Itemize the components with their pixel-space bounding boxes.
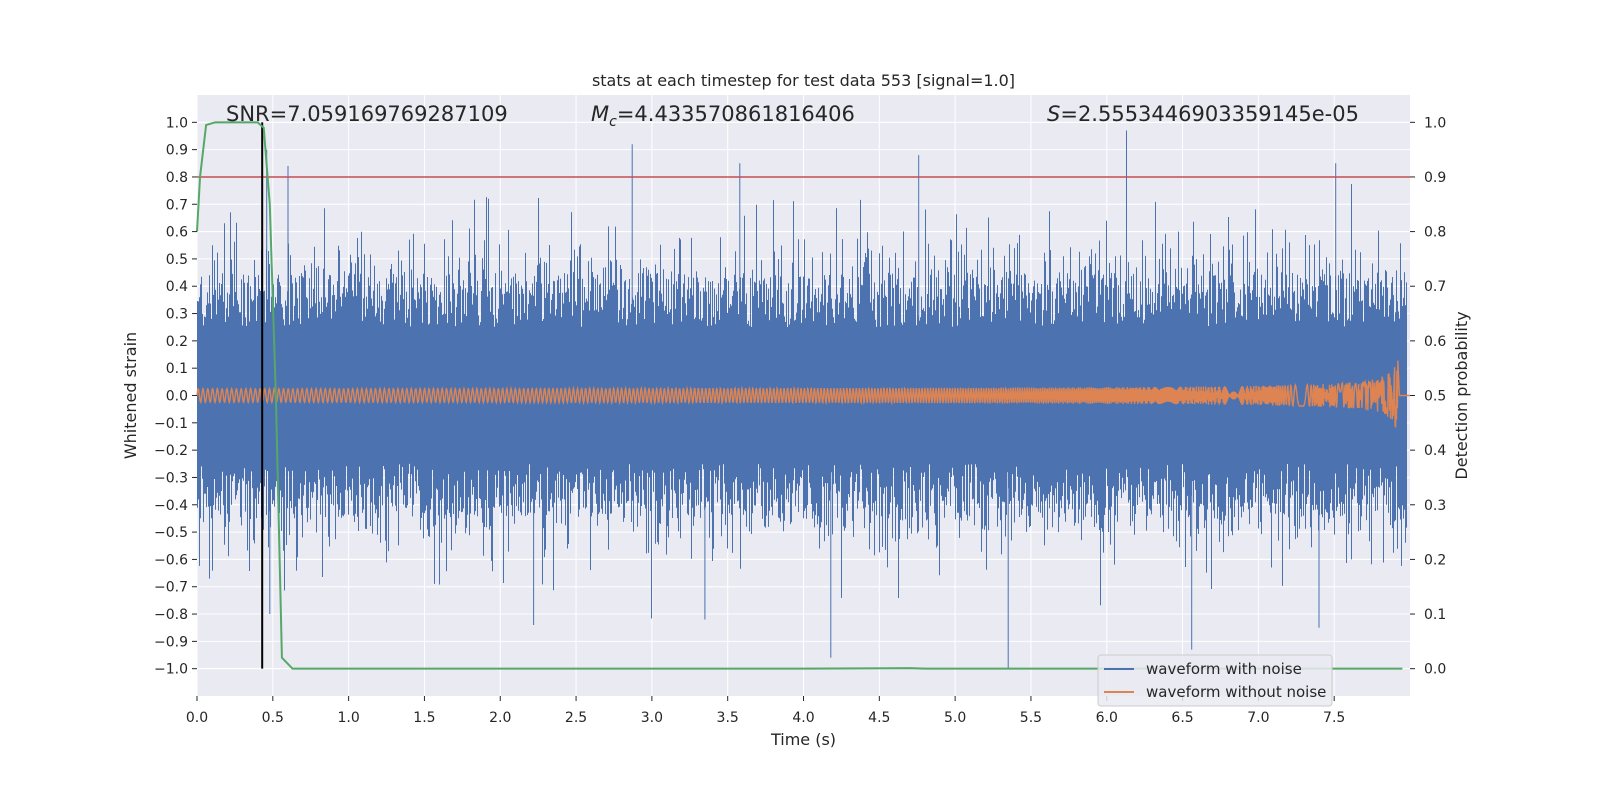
y-tick-label: −0.3 (154, 470, 188, 486)
x-tick-label: 3.0 (641, 710, 663, 726)
y2-tick-label: 0.2 (1424, 552, 1446, 568)
y-tick-label: −0.8 (154, 607, 188, 623)
y2-tick-label: 0.3 (1424, 498, 1446, 514)
y2-axis-label: Detection probability (1452, 311, 1471, 479)
annotation-snr: SNR=7.059169769287109 (226, 102, 508, 126)
x-tick-label: 6.0 (1096, 710, 1118, 726)
y-axis-label: Whitened strain (121, 332, 140, 459)
y2-tick-label: 0.6 (1424, 334, 1446, 350)
axis-ticks: 0.0 0.5 1.0 1.5 2.0 2.5 3.0 3.5 4.0 4.5 5.0 5.5 6.0 6… (154, 115, 1446, 726)
y2-tick-label: 0.9 (1424, 170, 1446, 186)
y-tick-label: 1.0 (166, 115, 188, 131)
x-tick-label: 4.0 (792, 710, 814, 726)
clean-waveform-trace (196, 360, 1410, 429)
legend-label-waveform-with-noise: waveform with noise (1146, 660, 1302, 678)
y2-tick-label: 0.1 (1424, 607, 1446, 623)
x-tick-label: 2.0 (489, 710, 511, 726)
overlay-lines (196, 121, 1410, 670)
x-axis-label: Time (s) (770, 730, 836, 749)
y-tick-label: 0.2 (166, 334, 188, 350)
x-tick-label: 3.5 (717, 710, 739, 726)
y-tick-label: −0.9 (154, 634, 188, 650)
x-tick-label: 7.5 (1323, 710, 1345, 726)
y-tick-label: 0.4 (166, 279, 188, 295)
x-tick-label: 0.5 (262, 710, 284, 726)
y2-tick-label: 1.0 (1424, 115, 1446, 131)
y-tick-label: −0.4 (154, 498, 188, 514)
y-tick-label: 0.5 (166, 252, 188, 268)
y-tick-label: −0.7 (154, 580, 188, 596)
y-tick-label: 0.0 (166, 389, 188, 405)
annotation-chirp-mass: Mc=4.433570861816406 (591, 102, 855, 130)
y-tick-label: −0.6 (154, 552, 188, 568)
y-tick-label: 0.7 (166, 197, 188, 213)
y-tick-label: −0.5 (154, 525, 188, 541)
mc-symbol: M (591, 102, 609, 126)
mc-subscript: c (609, 114, 617, 130)
x-tick-label: 6.5 (1171, 710, 1193, 726)
x-tick-label: 5.0 (944, 710, 966, 726)
y2-tick-label: 0.0 (1424, 662, 1446, 678)
y-tick-label: −0.2 (154, 443, 188, 459)
y2-tick-label: 0.7 (1424, 279, 1446, 295)
mc-value: =4.433570861816406 (617, 102, 855, 126)
y-tick-label: 0.3 (166, 307, 188, 323)
x-tick-label: 1.0 (337, 710, 359, 726)
legend-box (1097, 654, 1333, 707)
y-tick-label: 0.1 (166, 361, 188, 377)
y-tick-label: 0.9 (166, 143, 188, 159)
y-tick-label: −0.1 (154, 416, 188, 432)
x-tick-label: 1.5 (413, 710, 435, 726)
y-tick-label: 0.8 (166, 170, 188, 186)
chart-title: stats at each timestep for test data 553… (592, 71, 1015, 90)
x-tick-label: 5.5 (1020, 710, 1042, 726)
x-tick-label: 7.0 (1247, 710, 1269, 726)
x-tick-label: 4.5 (868, 710, 890, 726)
x-tick-label: 0.0 (186, 710, 208, 726)
x-tick-label: 2.5 (565, 710, 587, 726)
y2-tick-label: 0.5 (1424, 389, 1446, 405)
detection-probability-curve (196, 121, 1403, 670)
y2-tick-label: 0.4 (1424, 443, 1446, 459)
s-symbol: S (1047, 102, 1060, 126)
s-value: =2.5553446903359145e-05 (1060, 102, 1359, 126)
y-tick-label: −1.0 (154, 662, 188, 678)
annotation-s: S=2.5553446903359145e-05 (1047, 102, 1359, 126)
y-tick-label: 0.6 (166, 225, 188, 241)
legend-label-waveform-without-noise: waveform without noise (1146, 683, 1326, 701)
y2-tick-label: 0.8 (1424, 225, 1446, 241)
series-waveform-without-noise (196, 360, 1410, 429)
legend: waveform with noise waveform without noi… (1097, 654, 1333, 707)
